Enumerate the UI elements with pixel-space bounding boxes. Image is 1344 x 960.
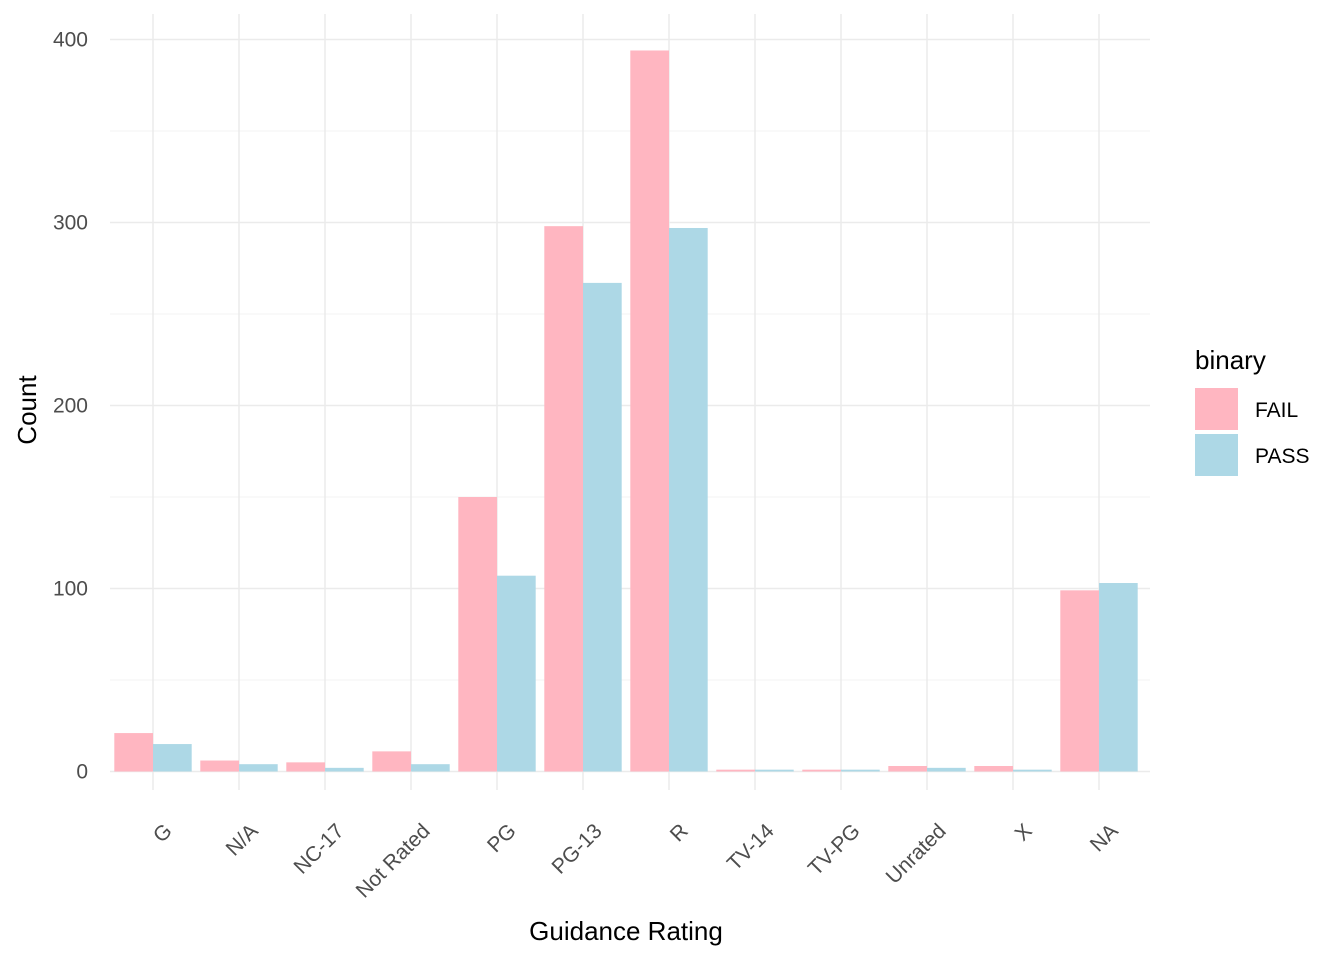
bar-pass-tv-pg	[841, 769, 880, 772]
x-tick-label: TV-14	[723, 819, 779, 875]
legend-label-fail: FAIL	[1255, 399, 1298, 422]
legend-title: binary	[1195, 345, 1266, 375]
bar-pass-pg	[497, 575, 536, 772]
x-tick-label: NC-17	[290, 819, 349, 878]
bar-pass-na	[1099, 583, 1138, 772]
legend-key-fail	[1195, 388, 1238, 430]
x-tick-label: R	[666, 819, 693, 846]
y-tick-label: 200	[53, 395, 88, 418]
bar-fail-n-a	[200, 760, 239, 772]
bar-pass-g	[153, 744, 192, 772]
grid-lines	[110, 14, 1150, 790]
y-axis-title: Count	[12, 375, 42, 445]
x-tick-label: X	[1011, 819, 1037, 845]
bar-pass-not-rated	[411, 764, 450, 772]
bar-fail-unrated	[888, 766, 927, 772]
bar-pass-n-a	[239, 764, 278, 772]
legend-key-pass	[1195, 434, 1238, 476]
legend: binary FAIL PASS	[1195, 345, 1309, 476]
bar-fail-g	[114, 733, 153, 772]
y-tick-label: 0	[76, 761, 88, 784]
bar-fail-nc-17	[286, 762, 325, 772]
bar-pass-pg-13	[583, 282, 622, 772]
bar-fail-pg-13	[544, 226, 583, 772]
bar-fail-not-rated	[372, 751, 411, 772]
bar-pass-x	[1013, 769, 1052, 772]
x-axis-title: Guidance Rating	[529, 916, 723, 946]
bar-fail-r	[630, 50, 669, 772]
y-axis-ticks: 0 100 200 300 400	[53, 29, 88, 784]
x-tick-label: PG	[483, 819, 521, 857]
legend-label-pass: PASS	[1255, 445, 1309, 468]
bars	[114, 50, 1138, 772]
x-tick-label: NA	[1086, 819, 1123, 856]
bar-fail-x	[974, 766, 1013, 772]
bar-pass-tv-14	[755, 769, 794, 772]
bar-pass-r	[669, 227, 708, 772]
bar-pass-nc-17	[325, 767, 364, 772]
x-tick-label: N/A	[222, 819, 263, 860]
y-tick-label: 300	[53, 212, 88, 235]
bar-fail-na	[1060, 590, 1099, 772]
x-tick-label: G	[149, 819, 177, 847]
bar-fail-tv-pg	[802, 769, 841, 772]
legend-items: FAIL PASS	[1195, 388, 1309, 476]
y-tick-label: 400	[53, 29, 88, 52]
x-tick-label: TV-PG	[804, 819, 865, 880]
x-tick-label: PG-13	[548, 819, 607, 878]
bar-pass-unrated	[927, 767, 966, 772]
bar-fail-tv-14	[716, 769, 755, 772]
x-tick-label: Not Rated	[352, 819, 435, 902]
x-tick-label: Unrated	[882, 819, 951, 888]
bar-fail-pg	[458, 497, 497, 772]
y-tick-label: 100	[53, 578, 88, 601]
x-axis-ticks: G N/A NC-17 Not Rated PG PG-13 R TV-14 TV-PG Unra…	[149, 819, 1123, 902]
